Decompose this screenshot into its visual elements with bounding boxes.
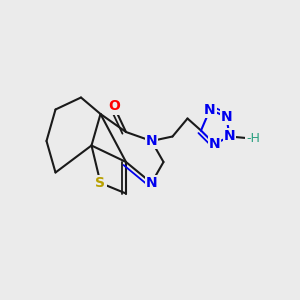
Text: N: N xyxy=(146,176,157,190)
Text: S: S xyxy=(95,176,106,190)
Text: N: N xyxy=(224,130,235,143)
Text: O: O xyxy=(108,100,120,113)
Text: N: N xyxy=(204,103,216,116)
Text: N: N xyxy=(221,110,232,124)
Text: N: N xyxy=(146,134,157,148)
Text: -H: -H xyxy=(246,131,260,145)
Text: N: N xyxy=(209,137,220,151)
